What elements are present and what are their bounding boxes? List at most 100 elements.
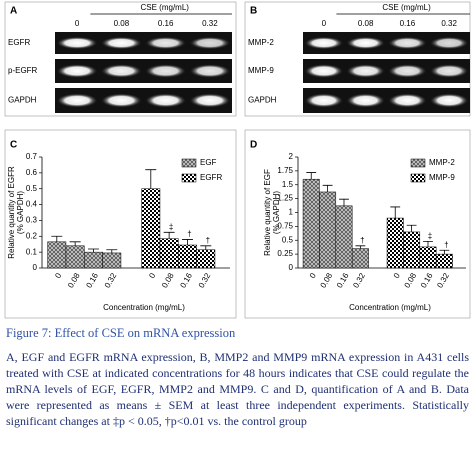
gel-band [388,64,427,78]
y-tick-label: 0 [289,263,294,272]
bar [159,238,179,269]
gel-band [56,93,98,108]
gel-strip [55,32,232,54]
legend-swatch [410,158,426,168]
bar [419,246,437,269]
error-bar [339,198,349,206]
legend-label: MMP-9 [429,173,455,182]
lane-label: 0.08 [358,19,374,28]
error-bar [306,172,317,180]
y-tick-label: 0.75 [277,221,293,230]
y-tick-label: 1 [289,208,294,217]
x-tick-label: 0.16 [84,271,100,289]
gel-band [145,93,186,108]
x-tick-label: 0.16 [419,271,435,289]
panel-frame [244,129,471,319]
gel-band [56,64,98,78]
x-tick-label: 0 [53,271,63,280]
gel-band [189,64,231,78]
legend-swatch [181,158,197,168]
caption-title: Figure 7: Effect of CSE on mRNA expressi… [6,326,236,340]
gel-band [101,93,142,108]
bar [351,248,369,269]
caption: Figure 7: Effect of CSE on mRNA expressi… [6,326,469,429]
gel-band [346,36,385,50]
lane-label: 0 [322,19,327,28]
bar [65,245,85,269]
x-tick-label: 0 [308,271,318,280]
bar [403,231,421,269]
x-tick-label: 0 [147,271,157,280]
error-bar [406,224,417,232]
bar [302,178,320,269]
error-bar [200,245,212,250]
gel-band [304,36,344,50]
bar [386,217,404,269]
y-tick-label: 0.3 [26,216,38,225]
bar [319,191,337,269]
x-axis-label: Concentration (mg/mL) [103,303,185,312]
y-axis-label: (% GAPDH) [272,191,281,234]
y-tick-label: 0.5 [26,184,38,193]
row-label: EGFR [8,38,30,47]
error-bar [390,206,401,219]
x-axis-label: Concentration (mg/mL) [349,303,431,312]
x-tick-label: 0.08 [319,271,335,289]
gel-band [101,36,142,50]
significance-mark: † [360,236,364,245]
caption-body: A, EGF and EGFR mRNA expression, B, MMP2… [6,350,469,428]
y-tick-label: 2 [289,152,294,161]
y-tick-label: 0.2 [26,231,38,240]
row-label: p-EGFR [8,66,38,75]
error-bar [322,184,333,192]
bar [141,188,161,269]
row-label: MMP-2 [248,38,274,47]
x-tick-label: 0.32 [197,271,213,289]
gel-band [429,36,469,50]
lane-label: 0.16 [158,19,174,28]
panel-frame [4,129,237,319]
x-tick-label: 0 [392,271,402,280]
error-bar [87,248,99,253]
gel-band [189,36,231,50]
bar [435,253,453,269]
y-tick-label: 1.75 [277,166,293,175]
error-bar [145,169,157,189]
bar [335,205,353,269]
error-bar [51,235,63,242]
legend-label: MMP-2 [429,158,455,167]
y-tick-label: 0.25 [277,249,293,258]
error-bar [439,249,450,255]
gel-band [304,93,344,108]
legend-swatch [181,173,197,183]
gel-strip [303,32,470,54]
gel-band [388,93,427,108]
y-tick-label: 0.1 [26,247,38,256]
y-tick-label: 0.5 [282,235,294,244]
x-tick-label: 0.08 [403,271,419,289]
y-tick-label: 0.7 [26,152,38,161]
significance-mark: † [206,236,210,245]
error-bar [163,231,175,239]
error-bar [106,249,118,253]
legend-swatch [410,173,426,183]
gel-band [101,64,142,78]
row-label: MMP-9 [248,66,274,75]
panel-letter: D [250,140,257,151]
gel-band [429,93,469,108]
gel-header: CSE (mg/mL) [382,3,431,12]
row-label: GAPDH [248,96,277,105]
x-tick-label: 0.32 [435,271,451,289]
y-axis-label: Relative quantity of EGF [263,169,272,256]
x-tick-label: 0.16 [335,271,351,289]
gel-band [429,64,469,78]
bar [47,241,67,269]
gel-band [145,64,186,78]
gel-band [346,93,385,108]
significance-mark: † [444,240,448,249]
bar [178,244,197,269]
gel-band [388,36,427,50]
significance-mark: ‡ [428,231,432,240]
gel-band [56,36,98,50]
